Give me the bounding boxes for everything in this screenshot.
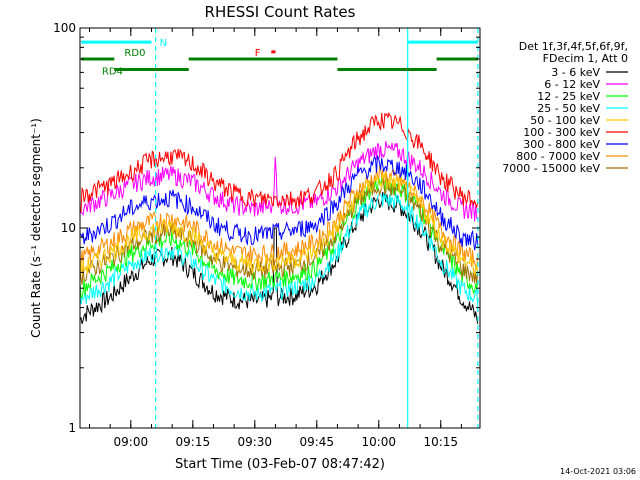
series-line-1	[79, 140, 478, 222]
series-line-8	[79, 177, 479, 285]
x-tick-label: 09:15	[176, 435, 211, 449]
legend-entry-label: 300 - 800 keV	[523, 138, 600, 151]
legend-entry-label: 25 - 50 keV	[537, 102, 600, 115]
legend-entry-label: 100 - 300 keV	[523, 126, 600, 139]
y-tick-label: 100	[53, 21, 76, 35]
x-tick-label: 10:15	[423, 435, 458, 449]
generation-timestamp: 14-Oct-2021 03:06	[560, 467, 636, 476]
legend-header-line: Det 1f,3f,4f,5f,6f,9f,	[519, 40, 628, 53]
x-tick-label: 09:00	[114, 435, 149, 449]
legend-entry-label: 50 - 100 keV	[530, 114, 600, 127]
series-line-6	[79, 154, 479, 251]
legend-entry-label: 3 - 6 keV	[551, 66, 600, 79]
flag-label-n: N	[160, 38, 167, 49]
flag-label-rd0: RD0	[124, 48, 145, 59]
y-tick-label: 1	[68, 421, 76, 435]
series-line-7	[79, 165, 479, 271]
chart-title: RHESSI Count Rates	[205, 3, 356, 21]
series-line-5	[79, 111, 479, 213]
legend-header-line: FDecim 1, Att 0	[543, 52, 628, 65]
y-tick-label: 10	[61, 221, 76, 235]
legend-entry-label: 6 - 12 keV	[544, 78, 600, 91]
flag-label-f: F	[255, 48, 261, 59]
x-axis-label: Start Time (03-Feb-07 08:47:42)	[175, 457, 385, 472]
series-line-2	[79, 174, 479, 298]
legend-entry-label: 12 - 25 keV	[537, 90, 600, 103]
y-axis-label: Count Rate (s⁻¹ detector segment⁻¹)	[29, 118, 43, 338]
legend-entry-label: 7000 - 15000 keV	[502, 162, 600, 175]
x-tick-label: 09:45	[299, 435, 334, 449]
x-tick-label: 09:30	[237, 435, 272, 449]
legend-entry-label: 800 - 7000 keV	[516, 150, 600, 163]
flag-label-rd4: RD4	[102, 67, 123, 78]
series-line-3	[79, 192, 479, 310]
x-tick-label: 10:00	[361, 435, 396, 449]
series-line-4	[79, 172, 479, 277]
